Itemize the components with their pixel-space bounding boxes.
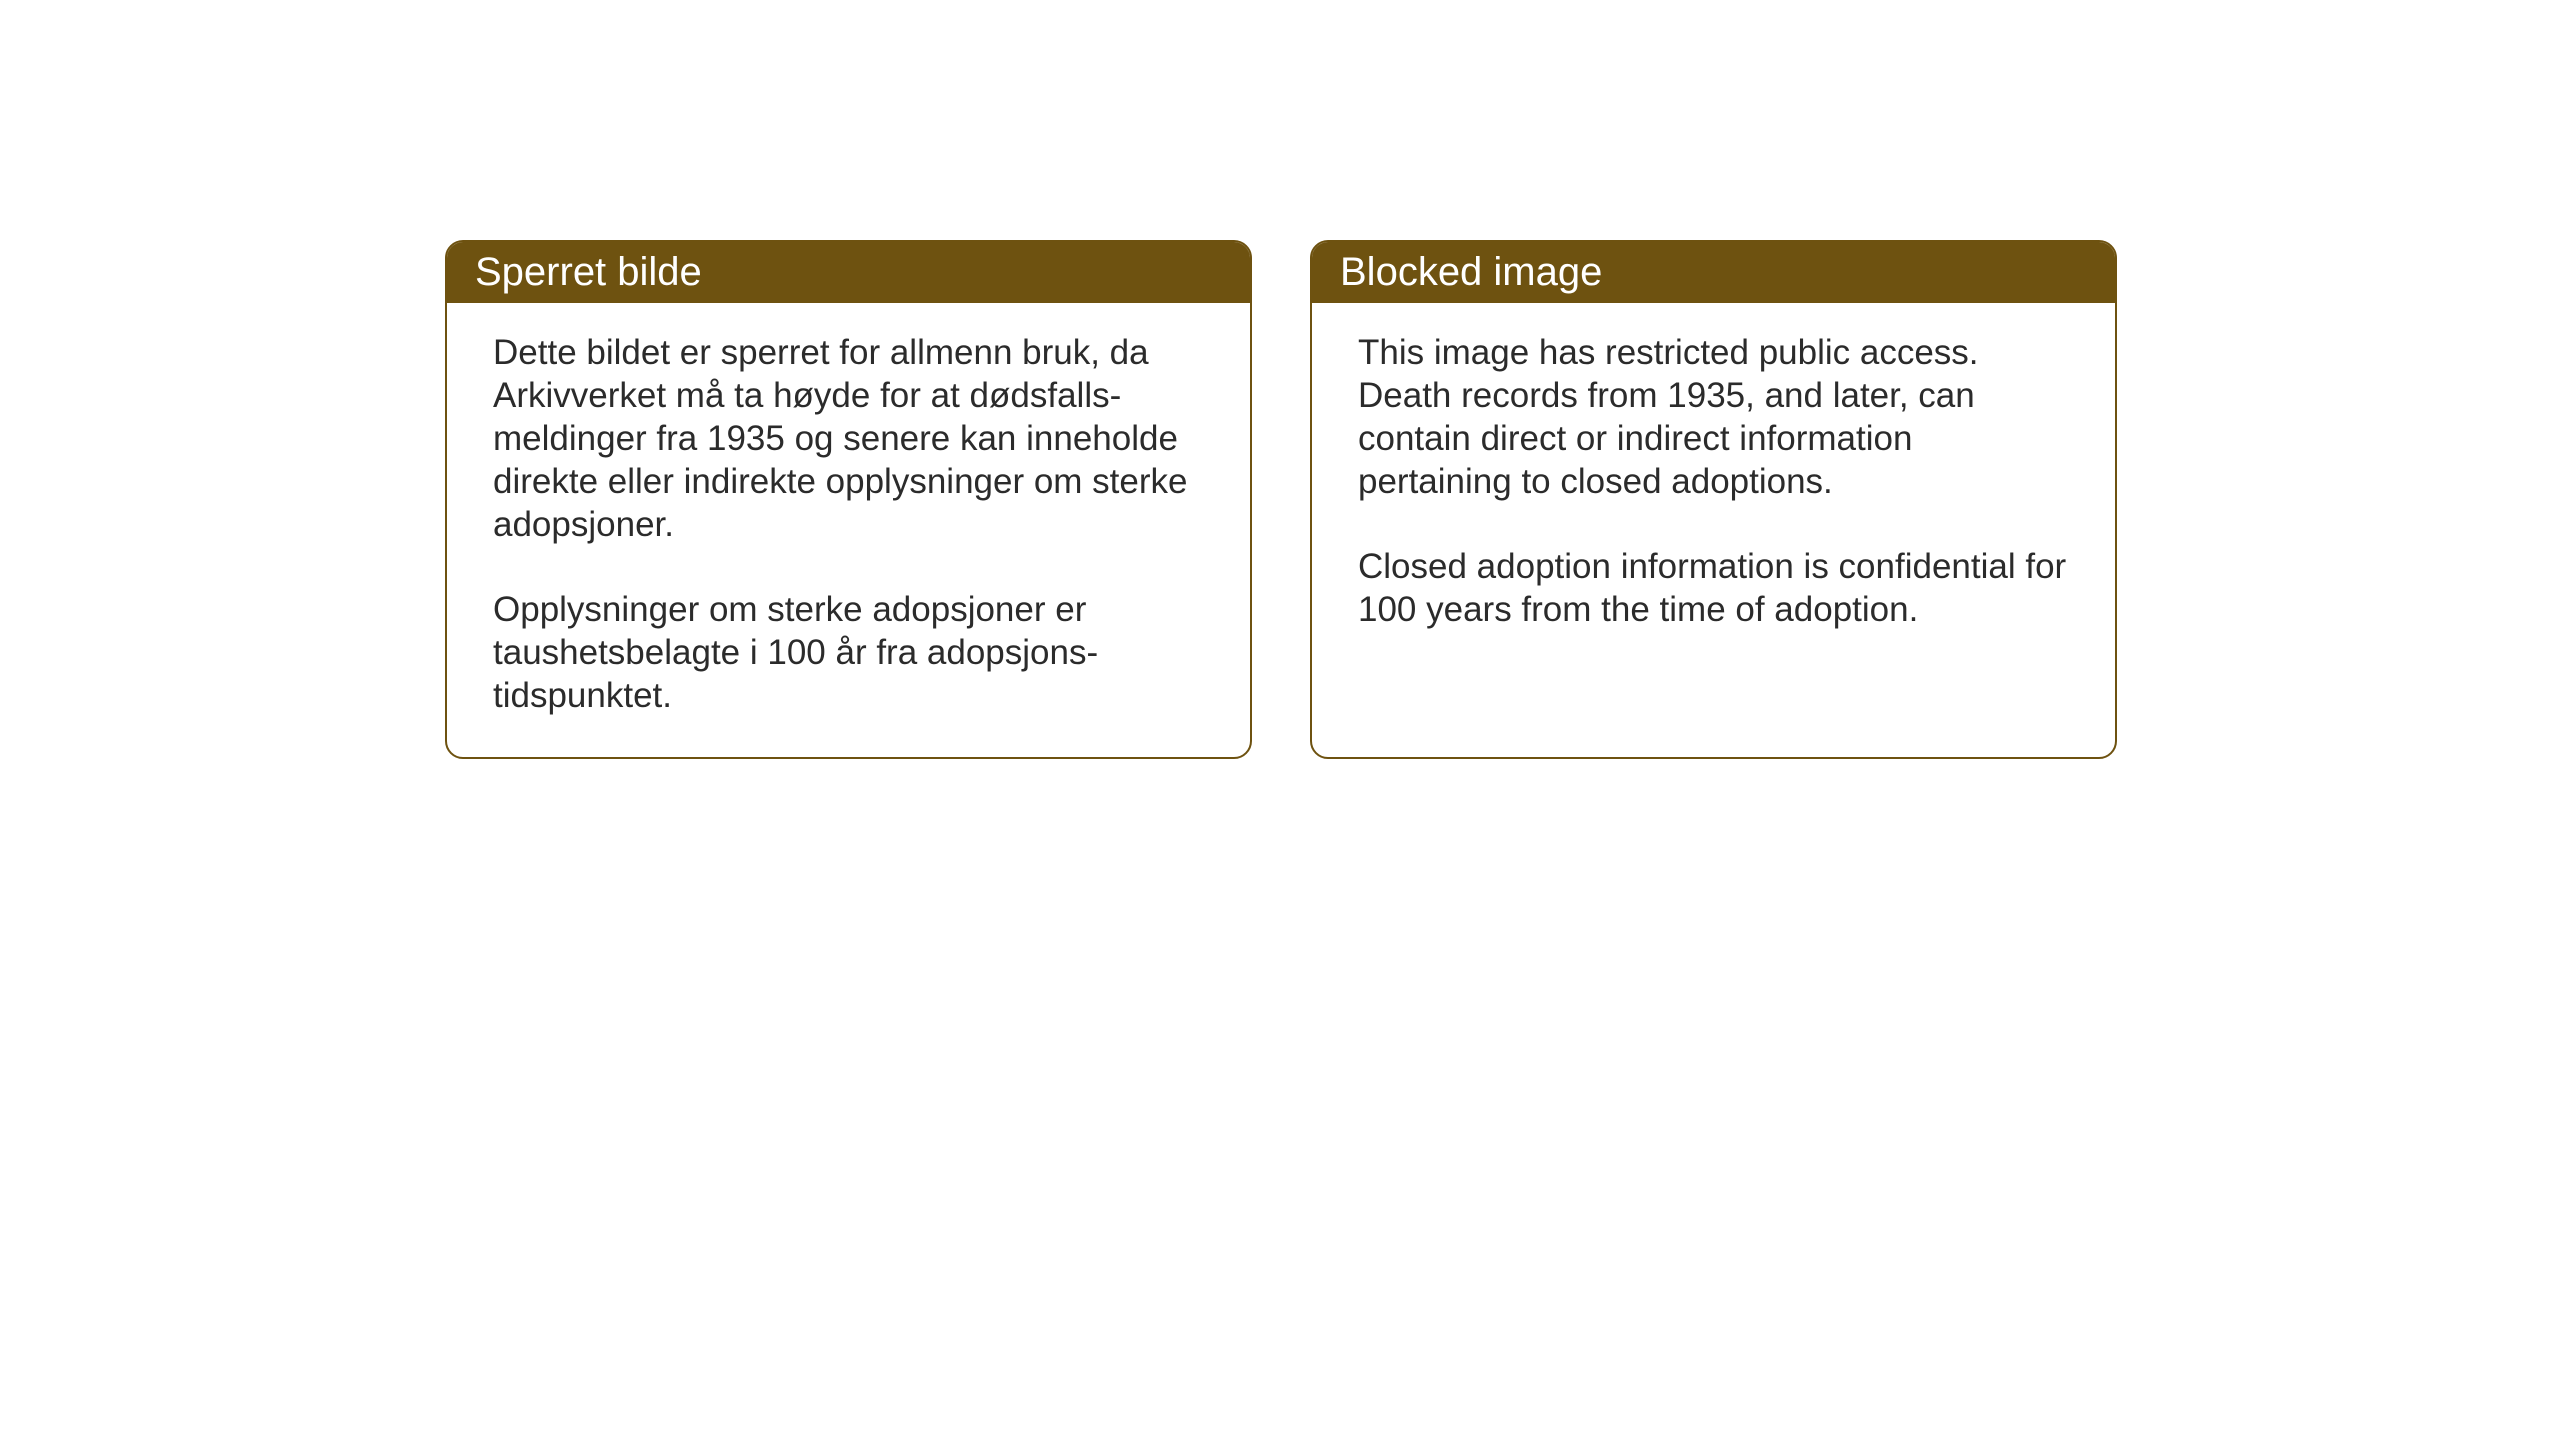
notice-paragraph: Dette bildet er sperret for allmenn bruk…: [493, 331, 1204, 546]
notice-card-body: Dette bildet er sperret for allmenn bruk…: [447, 303, 1250, 757]
notice-card-body: This image has restricted public access.…: [1312, 303, 2115, 723]
notice-paragraph: Opplysninger om sterke adopsjoner er tau…: [493, 588, 1204, 717]
notice-card-title: Blocked image: [1340, 250, 1602, 294]
notice-card-norwegian: Sperret bilde Dette bildet er sperret fo…: [445, 240, 1252, 759]
notice-paragraph: Closed adoption information is confident…: [1358, 545, 2069, 631]
notice-card-english: Blocked image This image has restricted …: [1310, 240, 2117, 759]
notice-card-title: Sperret bilde: [475, 250, 702, 294]
notice-container: Sperret bilde Dette bildet er sperret fo…: [445, 240, 2117, 759]
notice-paragraph: This image has restricted public access.…: [1358, 331, 2069, 503]
notice-card-header: Sperret bilde: [447, 242, 1250, 303]
notice-card-header: Blocked image: [1312, 242, 2115, 303]
